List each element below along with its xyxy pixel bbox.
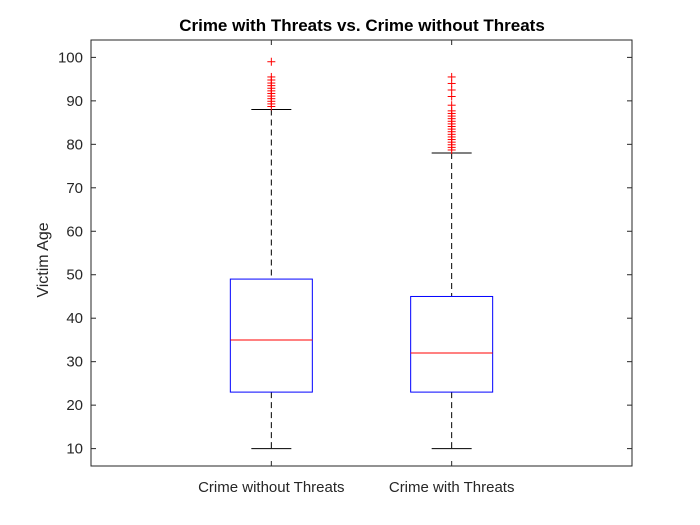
y-tick-label: 40: [66, 310, 83, 327]
y-tick-label: 80: [66, 136, 83, 153]
x-tick-label: Crime without Threats: [198, 479, 344, 496]
y-tick-label: 70: [66, 180, 83, 197]
y-tick-label: 100: [58, 49, 83, 66]
chart-title: Crime with Threats vs. Crime without Thr…: [179, 16, 545, 35]
boxes-layer: [229, 57, 494, 450]
y-tick-label: 30: [66, 354, 83, 371]
y-tick-label: 90: [66, 93, 83, 110]
y-tick-label: 60: [66, 223, 83, 240]
outlier-marker: [267, 72, 276, 81]
plot-area-frame: [90, 39, 633, 467]
iqr-box: [229, 278, 313, 393]
y-tick-label: 50: [66, 267, 83, 284]
x-tick-label: Crime with Threats: [389, 479, 515, 496]
y-tick-label: 20: [66, 397, 83, 414]
axes-layer: 10 20 30 40 50 60 70 80 90 100 Crime without Threa…: [58, 40, 632, 496]
y-axis-label: Victim Age: [35, 222, 52, 297]
box-group: [229, 57, 313, 450]
y-tick-label: 10: [66, 441, 83, 458]
outlier-marker: [447, 101, 456, 110]
outlier-marker: [267, 57, 276, 66]
iqr-box: [410, 295, 494, 393]
box-group: [410, 72, 494, 450]
outlier-marker: [447, 72, 456, 81]
